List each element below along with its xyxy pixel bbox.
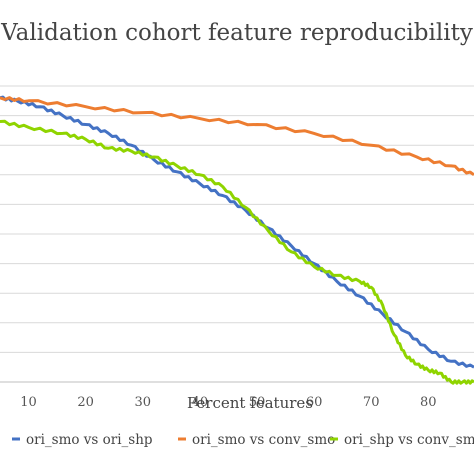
x-axis-title: Percent features — [187, 394, 313, 412]
x-tick-label: 80 — [420, 395, 437, 410]
series-line-1 — [0, 95, 474, 369]
legend-label: ori_shp vs conv_smo — [344, 432, 474, 448]
x-tick-label: 40 — [192, 395, 209, 410]
x-tick-label: 20 — [77, 395, 94, 410]
legend-label: ori_smo vs conv_smo — [192, 432, 335, 448]
series-line-2 — [0, 96, 474, 177]
series-lines — [0, 95, 474, 385]
legend-item-3: ori_shp vs conv_smo — [330, 432, 474, 448]
x-tick-label: 70 — [363, 395, 380, 410]
x-tick-label: 60 — [306, 395, 323, 410]
series-line-3 — [0, 119, 474, 385]
gridlines — [0, 85, 474, 383]
x-tick-label: 50 — [249, 395, 266, 410]
x-tick-labels: 10 20 30 40 50 60 70 80 — [20, 395, 436, 410]
legend-item-2: ori_smo vs conv_smo — [178, 432, 335, 448]
legend-item-1: ori_smo vs ori_shp — [12, 432, 153, 448]
legend-label: ori_smo vs ori_shp — [26, 432, 153, 448]
chart-title: Validation cohort feature reproducibilit… — [1, 20, 473, 46]
legend: ori_smo vs ori_shp ori_smo vs conv_smo ori… — [12, 432, 474, 448]
x-tick-label: 10 — [20, 395, 37, 410]
x-tick-label: 30 — [134, 395, 151, 410]
